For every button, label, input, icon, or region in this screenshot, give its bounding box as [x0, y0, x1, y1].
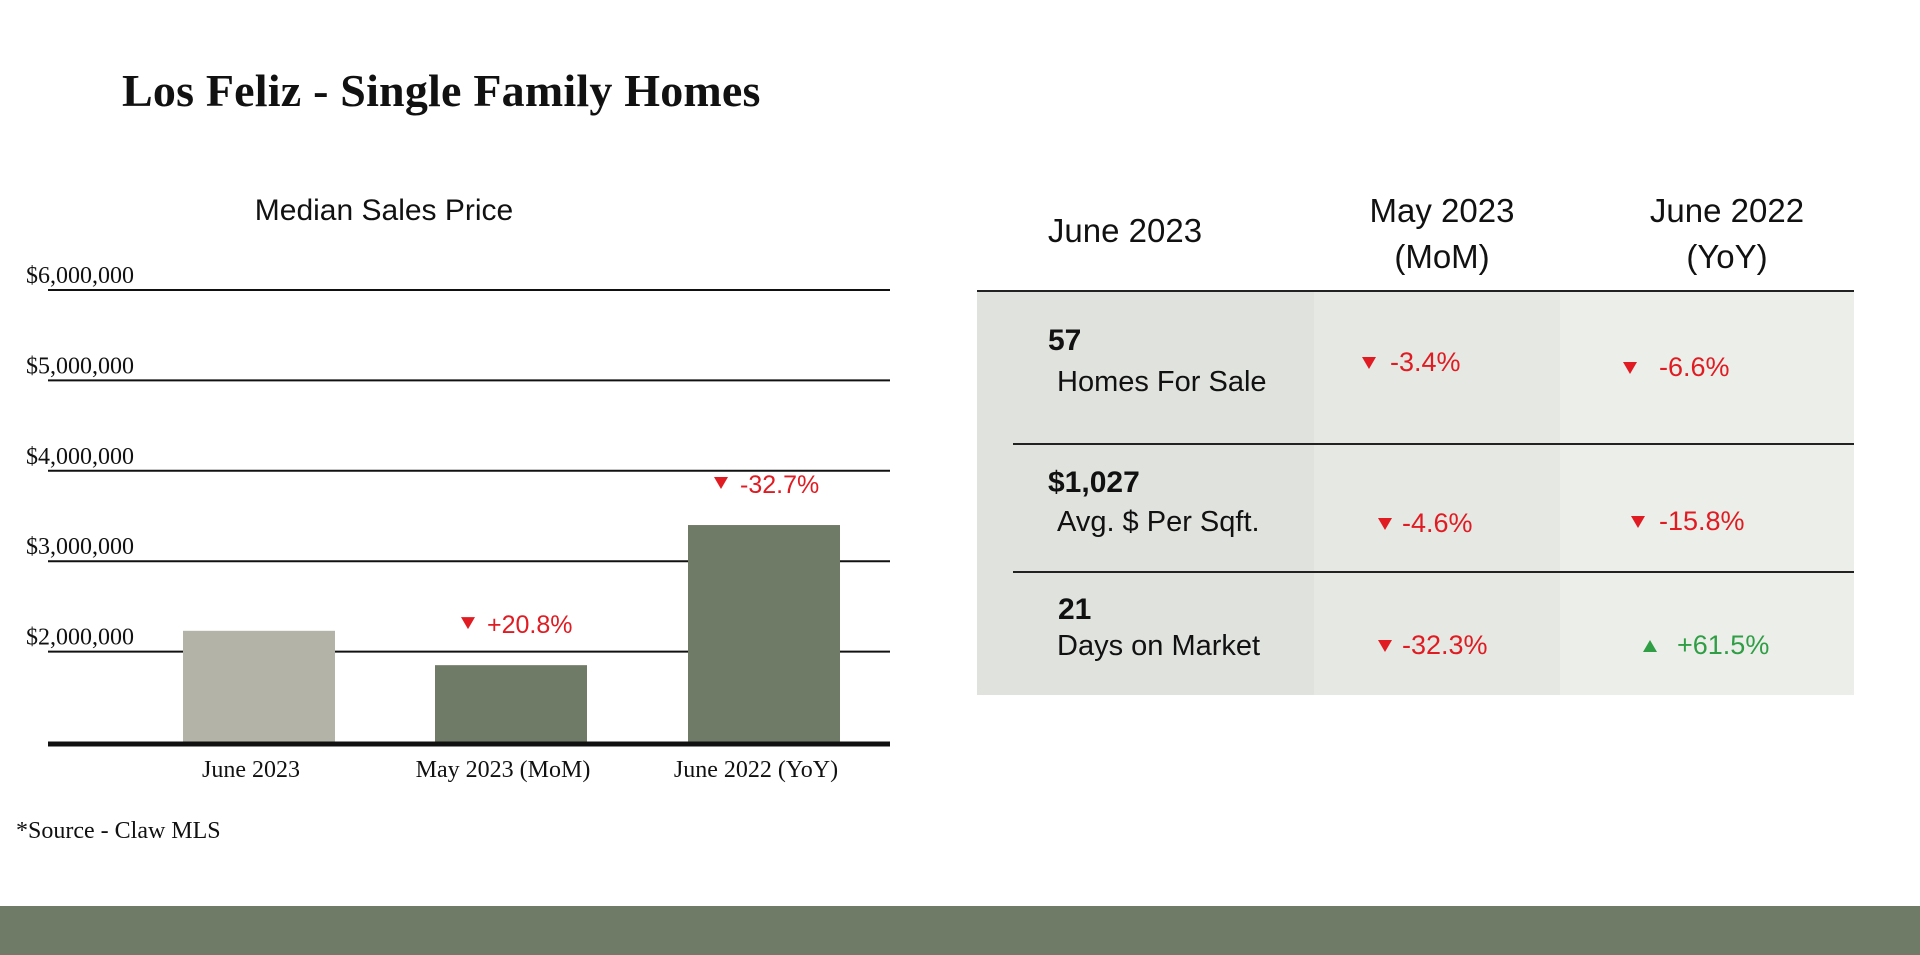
header-may-2023-mom: May 2023 (MoM)	[1369, 192, 1515, 275]
header-june-2022-yoy: June 2022 (YoY)	[1649, 192, 1805, 275]
bar	[435, 665, 587, 742]
price-per-sqft-mom-change: -4.6%	[1378, 508, 1473, 539]
days-on-market-label: Days on Market	[1057, 630, 1261, 662]
column-bg-mom	[1314, 291, 1560, 695]
x-tick-label: June 2023	[202, 757, 300, 783]
bar	[183, 630, 335, 742]
median-sales-price-chart: $2,000,000 $3,000,000 $4,000,000 $5,000,000…	[26, 263, 890, 783]
y-tick-label: $2,000,000	[26, 625, 134, 651]
chart-title: Median Sales Price	[254, 194, 514, 227]
days-on-market-mom-change: -32.3%	[1378, 630, 1488, 661]
header-divider	[977, 290, 1854, 292]
price-per-sqft-yoy-change: -15.8%	[1631, 506, 1745, 537]
price-per-sqft-label: Avg. $ Per Sqft.	[1057, 506, 1260, 538]
change-arrow-icon	[1378, 639, 1392, 652]
change-arrow-icon	[1643, 639, 1657, 652]
source-note: *Source - Claw MLS	[16, 818, 221, 844]
row-divider	[1013, 443, 1854, 445]
annotation-arrow-icon	[461, 617, 475, 630]
x-tick-label: June 2022 (YoY)	[674, 757, 838, 783]
comparison-table: June 2023 May 2023 (MoM) June 2022 (YoY)…	[977, 180, 1854, 695]
change-arrow-icon	[1623, 361, 1637, 374]
column-bg-yoy	[1560, 291, 1854, 695]
y-tick-label: $3,000,000	[26, 534, 134, 560]
y-tick-label: $4,000,000	[26, 444, 134, 470]
header-june-2023: June 2023	[1047, 212, 1203, 249]
change-arrow-icon	[1378, 517, 1392, 530]
price-per-sqft-value: $1,027	[1048, 466, 1140, 499]
page-title: Los Feliz - Single Family Homes	[122, 65, 761, 116]
homes-for-sale-mom-change: -3.4%	[1362, 347, 1461, 378]
days-on-market-value: 21	[1058, 593, 1092, 626]
row-divider	[1013, 571, 1854, 573]
footer-band	[0, 906, 1920, 955]
x-tick-label: May 2023 (MoM)	[416, 757, 591, 783]
annotation-arrow-icon	[714, 477, 728, 490]
days-on-market-yoy-change: +61.5%	[1643, 630, 1769, 661]
homes-for-sale-label: Homes For Sale	[1057, 366, 1267, 398]
bar-annotation: -32.7%	[740, 471, 819, 499]
y-tick-label: $6,000,000	[26, 263, 134, 289]
homes-for-sale-yoy-change: -6.6%	[1623, 352, 1730, 383]
bar-annotation: +20.8%	[487, 611, 573, 639]
change-arrow-icon	[1362, 356, 1376, 369]
y-tick-label: $5,000,000	[26, 353, 134, 379]
change-arrow-icon	[1631, 515, 1645, 528]
homes-for-sale-value: 57	[1048, 324, 1082, 357]
column-bg-current	[977, 291, 1314, 695]
bar	[688, 525, 840, 742]
